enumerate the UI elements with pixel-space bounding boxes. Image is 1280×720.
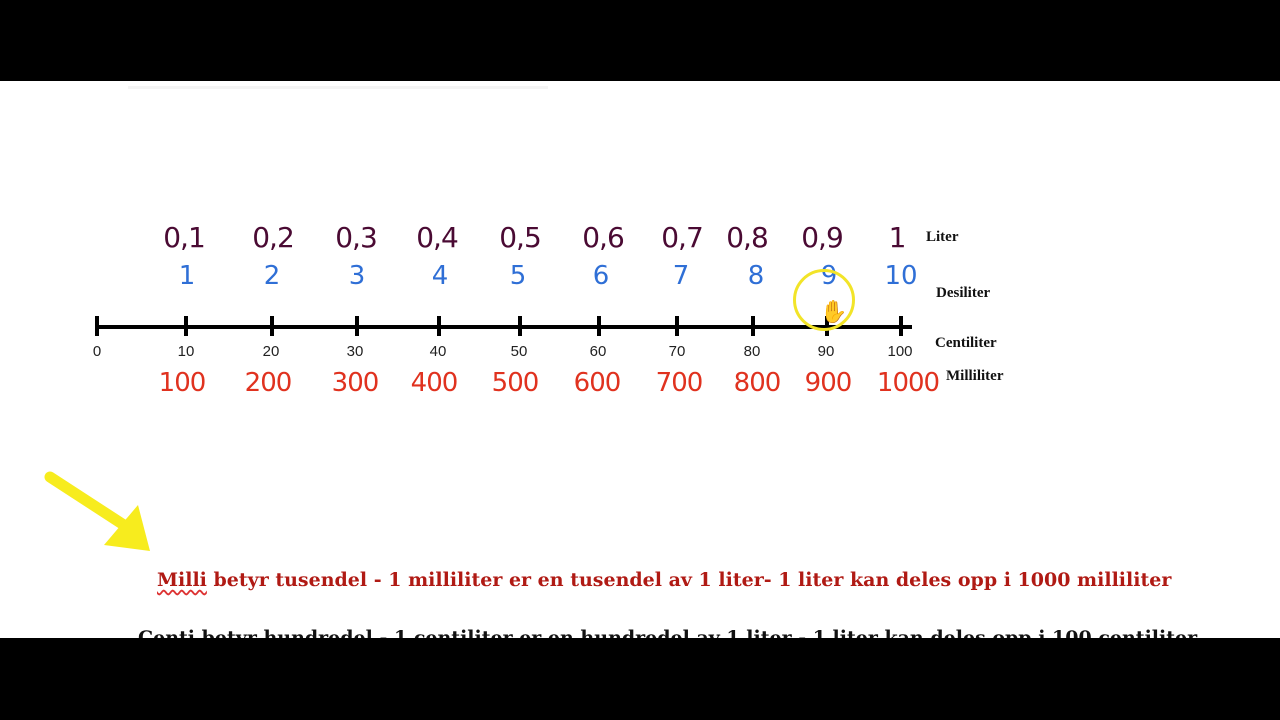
milliliter-value: 800 — [733, 368, 782, 398]
axis-tick — [95, 316, 99, 336]
letterbox-bottom — [0, 638, 1280, 720]
desiliter-value: 6 — [592, 261, 610, 291]
cursor-highlight-ring — [793, 269, 855, 331]
milliliter-value: 400 — [410, 368, 459, 398]
centiliter-value: 100 — [887, 343, 913, 360]
centiliter-value: 20 — [262, 343, 280, 360]
centiliter-value: 40 — [429, 343, 447, 360]
axis-tick — [518, 316, 522, 336]
number-line-axis — [97, 325, 912, 329]
milli-definition-rest: betyr tusendel - 1 milliliter er en tuse… — [206, 569, 1172, 591]
hand-cursor-icon: ✋ — [820, 299, 848, 324]
liter-value: 0,8 — [726, 221, 769, 254]
milli-word: Milli — [157, 569, 207, 591]
desiliter-value: 7 — [672, 261, 690, 291]
milliliter-value: 300 — [331, 368, 380, 398]
faint-mark — [128, 86, 548, 89]
desiliter-value: 1 — [178, 261, 196, 291]
centiliter-value: 50 — [510, 343, 528, 360]
centiliter-value: 90 — [817, 343, 835, 360]
liter-value: 0,6 — [582, 221, 625, 254]
milliliter-value: 200 — [244, 368, 293, 398]
liter-value: 0,4 — [416, 221, 459, 254]
liter-value: 0,2 — [252, 221, 295, 254]
axis-tick — [270, 316, 274, 336]
unit-label-milliliter: Milliliter — [946, 368, 1004, 384]
axis-tick — [751, 316, 755, 336]
milli-definition-text: Milli betyr tusendel - 1 milliliter er e… — [157, 569, 1171, 591]
liter-value: 1 — [888, 221, 907, 254]
centiliter-value: 0 — [92, 343, 102, 360]
axis-tick — [899, 316, 903, 336]
axis-tick — [355, 316, 359, 336]
liter-value: 0,7 — [661, 221, 704, 254]
desiliter-value: 8 — [747, 261, 765, 291]
liter-value: 0,5 — [499, 221, 542, 254]
axis-tick — [597, 316, 601, 336]
axis-tick — [437, 316, 441, 336]
axis-tick — [184, 316, 188, 336]
desiliter-value: 4 — [431, 261, 449, 291]
milliliter-value: 600 — [573, 368, 622, 398]
desiliter-value: 5 — [509, 261, 527, 291]
desiliter-value: 3 — [348, 261, 366, 291]
letterbox-top — [0, 0, 1280, 81]
milliliter-value: 900 — [804, 368, 853, 398]
whiteboard-canvas: 0,1 0,2 0,3 0,4 0,5 0,6 0,7 0,8 0,9 1 Li… — [0, 81, 1280, 638]
centiliter-value: 70 — [668, 343, 686, 360]
axis-tick — [675, 316, 679, 336]
centiliter-value: 10 — [177, 343, 195, 360]
liter-value: 0,9 — [801, 221, 844, 254]
desiliter-value: 10 — [884, 261, 918, 291]
liter-value: 0,1 — [163, 221, 206, 254]
centiliter-value: 60 — [589, 343, 607, 360]
milliliter-value: 1000 — [876, 368, 940, 398]
milliliter-value: 100 — [158, 368, 207, 398]
centiliter-value: 80 — [743, 343, 761, 360]
unit-label-centiliter: Centiliter — [935, 335, 997, 351]
unit-label-liter: Liter — [926, 229, 959, 245]
milliliter-value: 500 — [491, 368, 540, 398]
centi-definition-text: Centi betyr hundredel - 1 centiliter er … — [138, 627, 1198, 638]
unit-label-desiliter: Desiliter — [936, 285, 991, 301]
centiliter-value: 30 — [346, 343, 364, 360]
desiliter-value: 2 — [263, 261, 281, 291]
pointer-arrow-icon — [44, 471, 150, 551]
liter-value: 0,3 — [335, 221, 378, 254]
milliliter-value: 700 — [655, 368, 704, 398]
